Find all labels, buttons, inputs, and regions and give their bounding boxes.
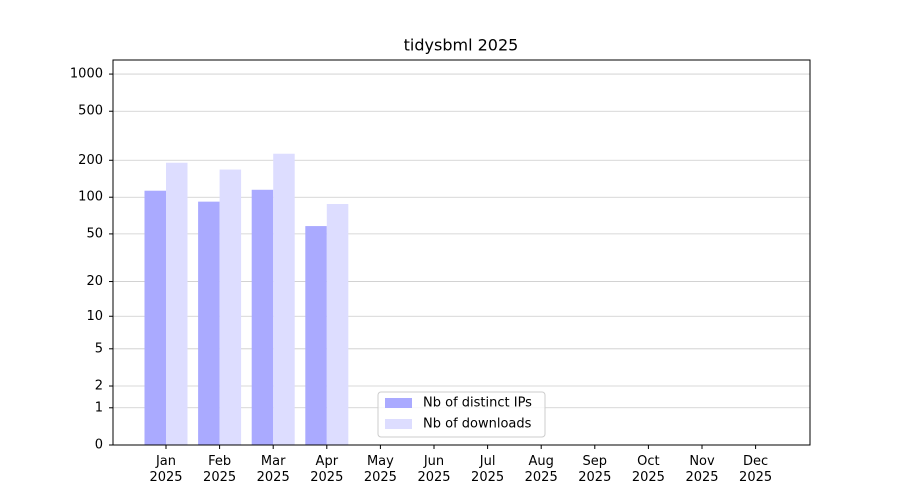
x-tick-label: Apr 2025 bbox=[310, 454, 344, 485]
chart-title: tidysbml 2025 bbox=[404, 36, 519, 55]
x-tick-label: Oct 2025 bbox=[631, 454, 665, 485]
x-tick-label: Jul 2025 bbox=[471, 454, 505, 485]
bar bbox=[273, 153, 295, 445]
x-tick-label: Aug 2025 bbox=[524, 454, 558, 485]
y-tick-label: 50 bbox=[86, 226, 103, 241]
y-tick-label: 2 bbox=[95, 379, 103, 394]
y-tick-label: 5 bbox=[95, 341, 103, 356]
y-tick-label: 0 bbox=[95, 438, 103, 453]
x-tick-label: Jun 2025 bbox=[417, 454, 451, 485]
bar bbox=[219, 169, 242, 445]
bar bbox=[144, 190, 166, 445]
y-tick-label: 500 bbox=[78, 104, 103, 119]
legend-swatch bbox=[385, 398, 412, 408]
x-tick-label: Feb 2025 bbox=[203, 454, 237, 485]
x-tick-label: Nov 2025 bbox=[685, 454, 719, 485]
bar bbox=[166, 162, 188, 445]
legend-box bbox=[377, 391, 546, 438]
x-tick-label: Jan 2025 bbox=[149, 454, 183, 485]
plot-frame bbox=[112, 59, 811, 446]
x-tick-label: Dec 2025 bbox=[739, 454, 773, 485]
legend-label: Nb of distinct IPs bbox=[423, 396, 532, 411]
x-tick-label: Sep 2025 bbox=[578, 454, 612, 485]
legend-swatch bbox=[385, 419, 412, 429]
x-tick-label: May 2025 bbox=[363, 454, 397, 485]
x-tick-label: Mar 2025 bbox=[256, 454, 290, 485]
y-tick-label: 10 bbox=[86, 309, 103, 324]
legend-label: Nb of downloads bbox=[423, 417, 532, 432]
bar bbox=[305, 226, 327, 445]
y-tick-label: 1000 bbox=[70, 67, 103, 82]
y-tick-label: 1 bbox=[95, 400, 103, 415]
y-tick-label: 20 bbox=[86, 274, 103, 289]
bar bbox=[251, 189, 274, 445]
y-tick-label: 200 bbox=[78, 153, 103, 168]
bar bbox=[198, 201, 220, 445]
bar bbox=[326, 204, 349, 445]
y-tick-label: 100 bbox=[78, 190, 103, 205]
